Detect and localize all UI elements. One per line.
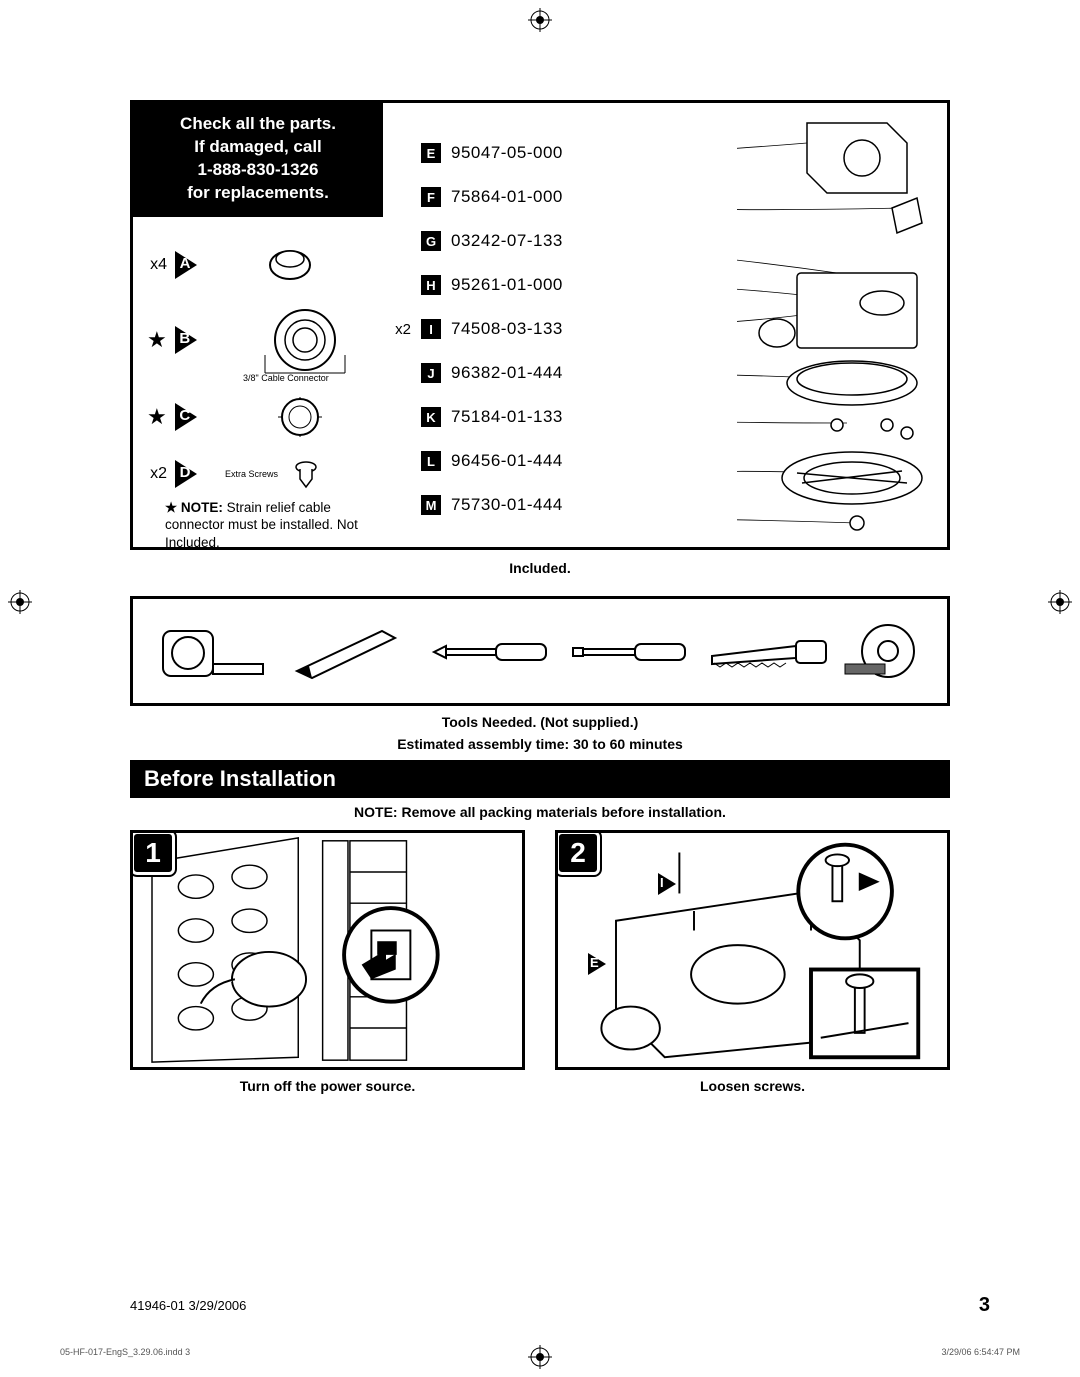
step-1-caption: Turn off the power source. [130,1078,525,1094]
pn-f: 75864-01-000 [451,187,563,207]
included-caption: Included. [60,560,1020,576]
page-number: 3 [979,1294,990,1317]
pencil-icon [287,616,417,686]
tape-measure-icon [148,616,278,686]
letter-i: I [421,319,441,339]
part-row-b: ★ B [147,305,373,375]
pn-e: 95047-05-000 [451,143,563,163]
pn-k: 75184-01-133 [451,407,563,427]
letter-k: K [421,407,441,427]
packing-note: NOTE: Remove all packing materials befor… [60,804,1020,820]
triangle-c: C [175,403,197,431]
letter-g: G [421,231,441,251]
part-row-a: x4 A [147,247,373,283]
letter-l: L [421,451,441,471]
print-timestamp: 3/29/06 6:54:47 PM [941,1347,1020,1357]
step-1: 1 [130,830,525,1094]
pn-l: 96456-01-444 [451,451,563,471]
extra-screws-label: Extra Screws [225,469,278,479]
triangle-d: D [175,460,197,488]
part-d-illustration [286,459,326,489]
pn-g: 03242-07-133 [451,231,563,251]
flat-screwdriver-icon [565,616,695,686]
step-2-illustration [558,833,947,1067]
check-parts-notice: Check all the parts. If damaged, call 1-… [133,103,383,217]
note-strain-relief: ★ NOTE: Strain relief cable connector mu… [147,495,373,552]
check-line1: Check all the parts. [139,113,377,136]
pn-h: 95261-01-000 [451,275,563,295]
reg-mark-left [8,590,32,614]
reg-mark-right [1048,590,1072,614]
callout-i: I [658,873,676,895]
pn-j: 96382-01-444 [451,363,563,383]
letter-m: M [421,495,441,515]
qty-a: x4 [147,256,167,274]
letter-j: J [421,363,441,383]
assembly-time: Estimated assembly time: 30 to 60 minute… [60,736,1020,752]
step-1-frame: 1 [130,830,525,1070]
triangle-b: B [175,326,197,354]
saw-icon [704,616,834,686]
steps-row: 1 [130,830,950,1094]
letter-e: E [421,143,441,163]
check-line2: If damaged, call [139,136,377,159]
step-1-illustration [133,833,522,1067]
parts-box: Check all the parts. If damaged, call 1-… [130,100,950,550]
step-2-caption: Loosen screws. [555,1078,950,1094]
check-phone: 1-888-830-1326 [139,159,377,182]
step-2: 2 I E [555,830,950,1094]
star-c: ★ [147,406,167,428]
star-b: ★ [147,329,167,351]
qty-d: x2 [147,465,167,483]
step-2-frame: 2 I E [555,830,950,1070]
parts-left-column: Check all the parts. If damaged, call 1-… [133,103,383,547]
step-1-number: 1 [131,831,175,875]
left-parts-list: x4 A ★ B 3/8" Cable Connector ★ [133,217,383,562]
exploded-diagram [737,113,937,533]
part-row-c: ★ C [147,397,373,437]
triangle-a: A [175,251,197,279]
parts-right-column: E 95047-05-000 F 75864-01-000 G 03242-07-13… [383,103,947,547]
pn-i: 74508-03-133 [451,319,563,339]
reg-mark-top [528,8,552,32]
phillips-screwdriver-icon [426,616,556,686]
letter-h: H [421,275,441,295]
part-c-illustration [205,397,335,437]
part-b-illustration [205,305,355,375]
letter-f: F [421,187,441,207]
pn-m: 75730-01-444 [451,495,563,515]
tools-box [130,596,950,706]
part-a-illustration [205,247,315,283]
print-footer: 05-HF-017-EngS_3.29.06.indd 3 3/29/06 6:… [60,1347,1020,1357]
doc-id: 41946-01 3/29/2006 [130,1298,246,1313]
before-installation-bar: Before Installation [130,760,950,798]
step-2-number: 2 [556,831,600,875]
tools-caption: Tools Needed. (Not supplied.) [60,714,1020,730]
callout-e: E [588,953,606,975]
tape-icon [843,616,933,686]
page-footer: 41946-01 3/29/2006 3 [130,1294,990,1317]
check-line4: for replacements. [139,182,377,205]
indd-file: 05-HF-017-EngS_3.29.06.indd 3 [60,1347,190,1357]
part-row-d: x2 D Extra Screws [147,459,373,489]
